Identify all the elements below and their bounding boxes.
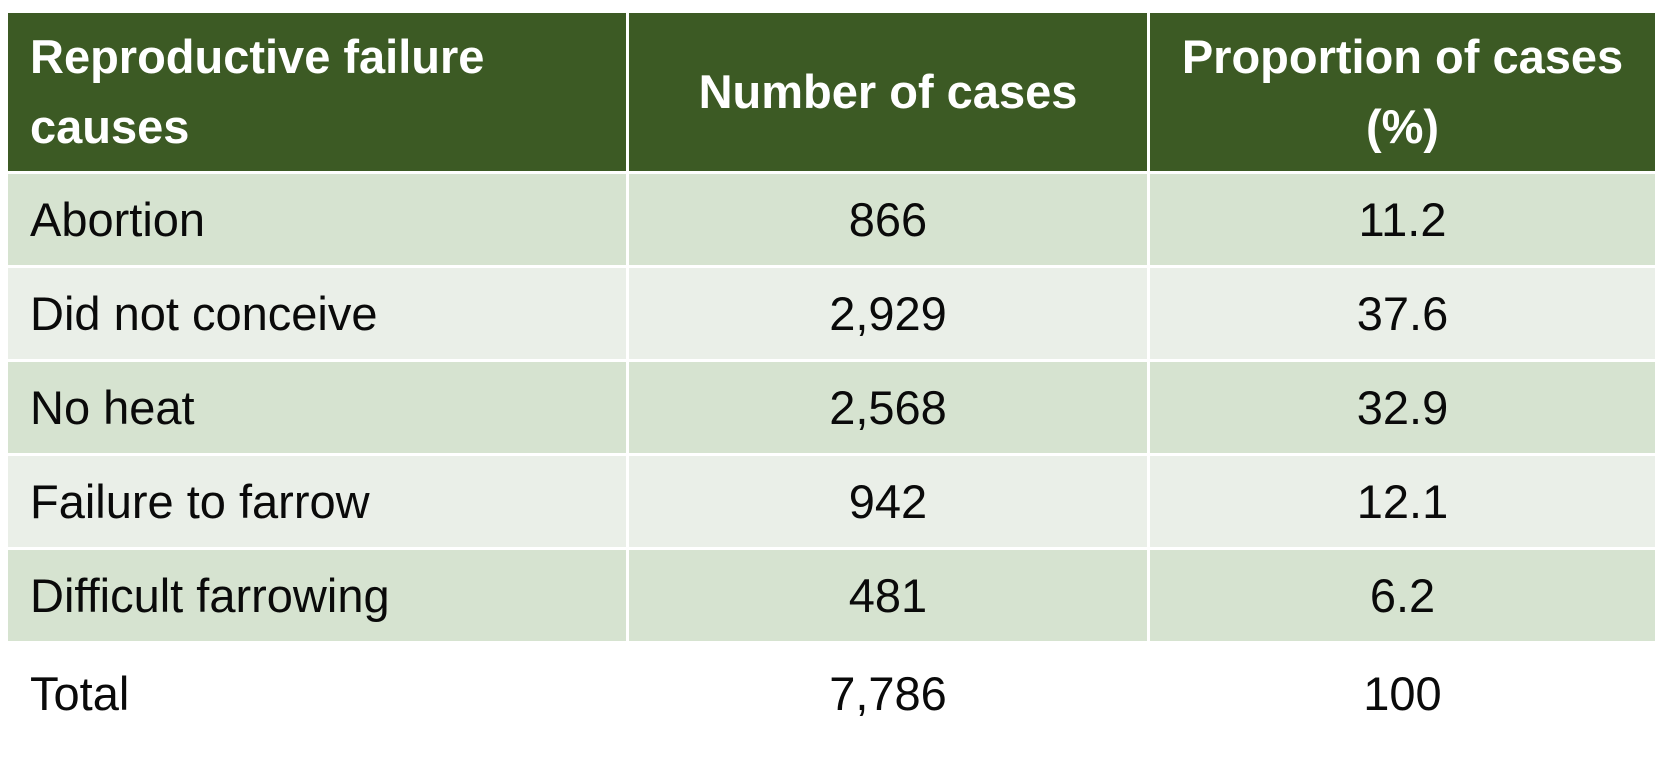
proportion-cell: 37.6 (1147, 265, 1658, 362)
table-row: Difficult farrowing 481 6.2 (5, 547, 1658, 644)
cause-cell: Failure to farrow (5, 453, 629, 550)
header-cases: Number of cases (626, 10, 1150, 174)
proportion-cell: 32.9 (1147, 359, 1658, 456)
proportion-cell: 11.2 (1147, 171, 1658, 268)
cause-cell: Did not conceive (5, 265, 629, 362)
total-cases: 7,786 (626, 641, 1150, 745)
cause-cell: No heat (5, 359, 629, 456)
proportion-cell: 6.2 (1147, 547, 1658, 644)
table-row: No heat 2,568 32.9 (5, 359, 1658, 456)
cases-cell: 2,929 (626, 265, 1150, 362)
total-row: Total 7,786 100 (5, 641, 1658, 745)
table-row: Failure to farrow 942 12.1 (5, 453, 1658, 550)
cases-cell: 481 (626, 547, 1150, 644)
table-row: Did not conceive 2,929 37.6 (5, 265, 1658, 362)
total-label: Total (5, 641, 629, 745)
total-proportion: 100 (1147, 641, 1658, 745)
header-proportion: Proportion of cases (%) (1147, 10, 1658, 174)
proportion-cell: 12.1 (1147, 453, 1658, 550)
table-row: Abortion 866 11.2 (5, 171, 1658, 268)
reproductive-failure-table: Reproductive failure causes Number of ca… (5, 10, 1658, 745)
header-cause: Reproductive failure causes (5, 10, 629, 174)
cause-cell: Abortion (5, 171, 629, 268)
cases-cell: 2,568 (626, 359, 1150, 456)
header-row: Reproductive failure causes Number of ca… (5, 10, 1658, 174)
cases-cell: 866 (626, 171, 1150, 268)
cases-cell: 942 (626, 453, 1150, 550)
cause-cell: Difficult farrowing (5, 547, 629, 644)
